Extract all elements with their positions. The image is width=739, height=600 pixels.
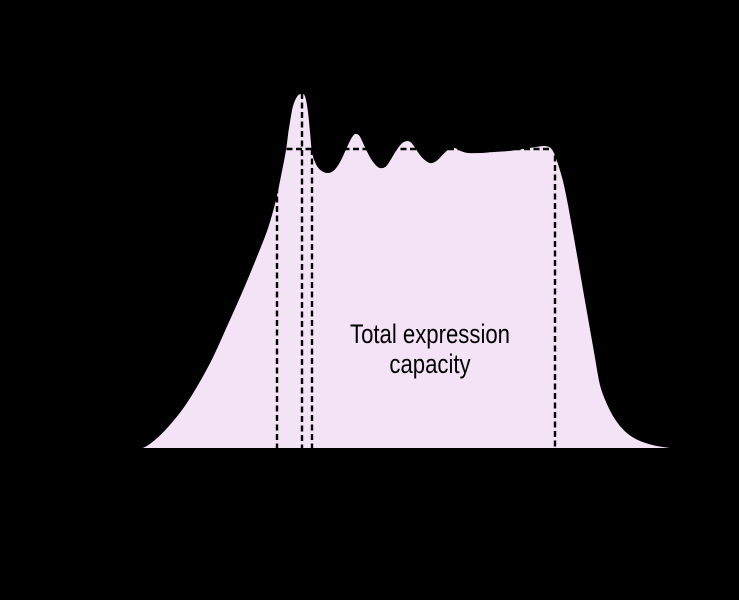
density-curve-fill: [137, 91, 698, 450]
guide-lines: [275, 93, 557, 449]
